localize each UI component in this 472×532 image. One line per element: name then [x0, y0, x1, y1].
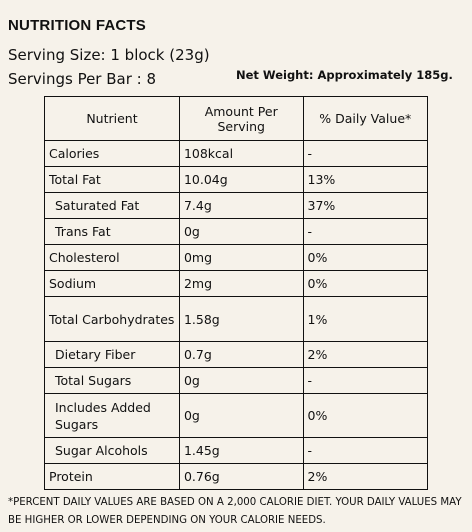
- dv-cell: 37%: [302, 192, 428, 219]
- table-row: Protein 0.76g 2%: [44, 463, 428, 490]
- nutrient-cell: Total Carbohydrates: [44, 296, 180, 342]
- header-daily-value: % Daily Value*: [302, 96, 428, 141]
- amount-cell: 108kcal: [178, 140, 304, 167]
- daily-value-footnote: *PERCENT DAILY VALUES ARE BASED ON A 2,0…: [8, 497, 462, 526]
- amount-cell: 2mg: [178, 270, 304, 297]
- nutrient-cell: Dietary Fiber: [44, 341, 180, 368]
- amount-cell: 0.76g: [178, 463, 304, 490]
- dv-cell: -: [302, 367, 428, 394]
- amount-cell: 0g: [178, 218, 304, 245]
- nutrient-cell: Cholesterol: [44, 244, 180, 271]
- amount-cell: 10.04g: [178, 166, 304, 193]
- dv-cell: 2%: [302, 341, 428, 368]
- table-row: Sugar Alcohols 1.45g -: [44, 437, 428, 464]
- amount-cell: 0g: [178, 393, 304, 438]
- table-row: Sodium 2mg 0%: [44, 270, 428, 297]
- nutrition-table: Nutrient Amount Per Serving % Daily Valu…: [44, 96, 428, 490]
- table-row: Total Sugars 0g -: [44, 367, 428, 394]
- nutrient-cell: Total Fat: [44, 166, 180, 193]
- serving-size: Serving Size: 1 block (23g): [8, 46, 210, 64]
- header-nutrient: Nutrient: [44, 96, 180, 141]
- header-amount: Amount Per Serving: [178, 96, 304, 141]
- table-row: Dietary Fiber 0.7g 2%: [44, 341, 428, 368]
- amount-cell: 1.45g: [178, 437, 304, 464]
- dv-cell: -: [302, 437, 428, 464]
- table-row: Total Fat 10.04g 13%: [44, 166, 428, 193]
- amount-cell: 1.58g: [178, 296, 304, 342]
- dv-cell: 0%: [302, 270, 428, 297]
- amount-cell: 0mg: [178, 244, 304, 271]
- dv-cell: 0%: [302, 244, 428, 271]
- table-header-row: Nutrient Amount Per Serving % Daily Valu…: [44, 96, 428, 141]
- nutrient-cell: Sugar Alcohols: [44, 437, 180, 464]
- amount-cell: 0.7g: [178, 341, 304, 368]
- nutrient-cell: Protein: [44, 463, 180, 490]
- nutrient-cell: Sodium: [44, 270, 180, 297]
- dv-cell: 1%: [302, 296, 428, 342]
- nutrient-cell: Saturated Fat: [44, 192, 180, 219]
- dv-cell: 13%: [302, 166, 428, 193]
- nutrient-cell: Total Sugars: [44, 367, 180, 394]
- dv-cell: 0%: [302, 393, 428, 438]
- table-row: Includes Added Sugars 0g 0%: [44, 393, 428, 438]
- amount-cell: 7.4g: [178, 192, 304, 219]
- table-row: Trans Fat 0g -: [44, 218, 428, 245]
- amount-cell: 0g: [178, 367, 304, 394]
- dv-cell: -: [302, 218, 428, 245]
- net-weight: Net Weight: Approximately 185g.: [236, 68, 453, 82]
- table-row: Calories 108kcal -: [44, 140, 428, 167]
- dv-cell: 2%: [302, 463, 428, 490]
- servings-per-bar: Servings Per Bar : 8: [8, 70, 157, 88]
- page-title: NUTRITION FACTS: [8, 17, 146, 34]
- table-row: Saturated Fat 7.4g 37%: [44, 192, 428, 219]
- nutrient-cell: Calories: [44, 140, 180, 167]
- table-row: Total Carbohydrates 1.58g 1%: [44, 296, 428, 342]
- nutrient-cell: Includes Added Sugars: [44, 393, 180, 438]
- nutrient-cell: Trans Fat: [44, 218, 180, 245]
- table-row: Cholesterol 0mg 0%: [44, 244, 428, 271]
- dv-cell: -: [302, 140, 428, 167]
